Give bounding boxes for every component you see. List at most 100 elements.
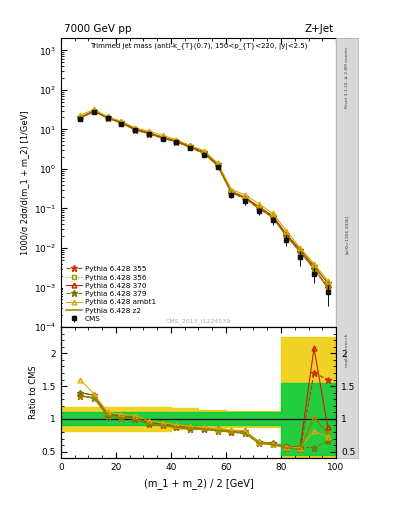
Line: Pythia 6.428 ambt1: Pythia 6.428 ambt1: [78, 107, 330, 283]
Pythia 6.428 379: [92, 108, 96, 114]
Pythia 6.428 370: [188, 143, 193, 150]
Pythia 6.428 356: [188, 144, 193, 151]
Pythia 6.428 z2: [78, 115, 83, 121]
Pythia 6.428 370: [174, 138, 179, 144]
Pythia 6.428 ambt1: [215, 160, 220, 166]
Pythia 6.428 z2: [229, 189, 234, 196]
Pythia 6.428 z2: [325, 285, 330, 291]
Pythia 6.428 379: [133, 126, 138, 132]
Pythia 6.428 379: [229, 188, 234, 195]
Pythia 6.428 356: [202, 150, 206, 156]
Line: Pythia 6.428 355: Pythia 6.428 355: [77, 108, 331, 291]
Pythia 6.428 370: [119, 119, 124, 125]
Pythia 6.428 z2: [243, 195, 248, 201]
Line: Pythia 6.428 z2: Pythia 6.428 z2: [80, 112, 328, 288]
Pythia 6.428 355: [188, 144, 193, 151]
Pythia 6.428 379: [78, 114, 83, 120]
Pythia 6.428 355: [202, 150, 206, 156]
Pythia 6.428 z2: [160, 135, 165, 141]
Pythia 6.428 356: [105, 115, 110, 121]
Pythia 6.428 355: [298, 249, 303, 255]
Pythia 6.428 356: [92, 109, 96, 115]
Text: CMS_2013_I1224539: CMS_2013_I1224539: [166, 318, 231, 324]
Text: Rivet 3.1.10, ≥ 2.8M events: Rivet 3.1.10, ≥ 2.8M events: [345, 47, 349, 108]
Pythia 6.428 370: [160, 134, 165, 140]
Pythia 6.428 z2: [133, 126, 138, 133]
Pythia 6.428 355: [325, 285, 330, 291]
Text: [arXiv:1306.3436]: [arXiv:1306.3436]: [345, 215, 349, 254]
Line: Pythia 6.428 356: Pythia 6.428 356: [78, 109, 330, 290]
Pythia 6.428 370: [325, 280, 330, 286]
Pythia 6.428 z2: [202, 150, 206, 156]
Pythia 6.428 355: [92, 109, 96, 115]
Pythia 6.428 ambt1: [174, 137, 179, 143]
Pythia 6.428 z2: [312, 266, 316, 272]
Pythia 6.428 ambt1: [92, 106, 96, 113]
Pythia 6.428 355: [174, 139, 179, 145]
Pythia 6.428 356: [270, 214, 275, 220]
Line: Pythia 6.428 379: Pythia 6.428 379: [77, 108, 331, 286]
Y-axis label: Ratio to CMS: Ratio to CMS: [29, 366, 37, 419]
Legend: Pythia 6.428 355, Pythia 6.428 356, Pythia 6.428 370, Pythia 6.428 379, Pythia 6: Pythia 6.428 355, Pythia 6.428 356, Pyth…: [63, 263, 159, 325]
Pythia 6.428 370: [202, 149, 206, 155]
Pythia 6.428 379: [298, 247, 303, 253]
Pythia 6.428 370: [147, 130, 151, 136]
Pythia 6.428 ambt1: [133, 124, 138, 131]
Pythia 6.428 379: [284, 231, 289, 238]
Pythia 6.428 356: [257, 205, 261, 211]
Pythia 6.428 ambt1: [312, 261, 316, 267]
Pythia 6.428 355: [312, 266, 316, 272]
Pythia 6.428 ambt1: [284, 228, 289, 234]
Pythia 6.428 379: [119, 119, 124, 125]
Pythia 6.428 370: [133, 126, 138, 132]
Pythia 6.428 370: [105, 114, 110, 120]
Pythia 6.428 ambt1: [160, 133, 165, 139]
Pythia 6.428 356: [78, 115, 83, 121]
X-axis label: (m_1 + m_2) / 2 [GeV]: (m_1 + m_2) / 2 [GeV]: [143, 478, 253, 488]
Pythia 6.428 z2: [270, 214, 275, 220]
Pythia 6.428 370: [243, 195, 248, 201]
Pythia 6.428 356: [243, 195, 248, 201]
Pythia 6.428 355: [105, 115, 110, 121]
Pythia 6.428 z2: [92, 109, 96, 115]
Pythia 6.428 z2: [257, 205, 261, 211]
Pythia 6.428 379: [160, 134, 165, 140]
Pythia 6.428 355: [133, 126, 138, 133]
Text: mcplots.cern.ch: mcplots.cern.ch: [345, 332, 349, 367]
Pythia 6.428 z2: [284, 233, 289, 239]
Pythia 6.428 379: [188, 143, 193, 150]
Pythia 6.428 379: [105, 114, 110, 120]
Pythia 6.428 355: [284, 233, 289, 239]
Pythia 6.428 355: [147, 131, 151, 137]
Pythia 6.428 356: [229, 189, 234, 196]
Pythia 6.428 ambt1: [188, 142, 193, 148]
Pythia 6.428 355: [270, 214, 275, 220]
Pythia 6.428 ambt1: [78, 112, 83, 118]
Pythia 6.428 z2: [105, 115, 110, 121]
Pythia 6.428 356: [312, 266, 316, 272]
Pythia 6.428 379: [174, 138, 179, 144]
Pythia 6.428 ambt1: [325, 278, 330, 284]
Pythia 6.428 356: [325, 285, 330, 291]
Pythia 6.428 379: [270, 213, 275, 219]
Pythia 6.428 370: [92, 108, 96, 114]
Pythia 6.428 z2: [174, 139, 179, 145]
Pythia 6.428 ambt1: [229, 186, 234, 193]
Text: 7000 GeV pp: 7000 GeV pp: [64, 24, 131, 34]
Pythia 6.428 z2: [188, 144, 193, 151]
Pythia 6.428 379: [312, 263, 316, 269]
Pythia 6.428 z2: [147, 131, 151, 137]
Pythia 6.428 355: [119, 120, 124, 126]
Pythia 6.428 ambt1: [270, 210, 275, 217]
Pythia 6.428 370: [270, 213, 275, 219]
Pythia 6.428 z2: [298, 249, 303, 255]
Pythia 6.428 356: [133, 126, 138, 133]
Line: Pythia 6.428 370: Pythia 6.428 370: [78, 109, 330, 285]
Text: Trimmed jet mass (anti-k_{T}(0.7), 150<p_{T}<220, |y|<2.5): Trimmed jet mass (anti-k_{T}(0.7), 150<p…: [90, 42, 307, 50]
Pythia 6.428 370: [257, 204, 261, 210]
Pythia 6.428 370: [78, 114, 83, 120]
Pythia 6.428 ambt1: [243, 192, 248, 198]
Pythia 6.428 356: [147, 131, 151, 137]
Pythia 6.428 355: [243, 195, 248, 201]
Pythia 6.428 370: [215, 161, 220, 167]
